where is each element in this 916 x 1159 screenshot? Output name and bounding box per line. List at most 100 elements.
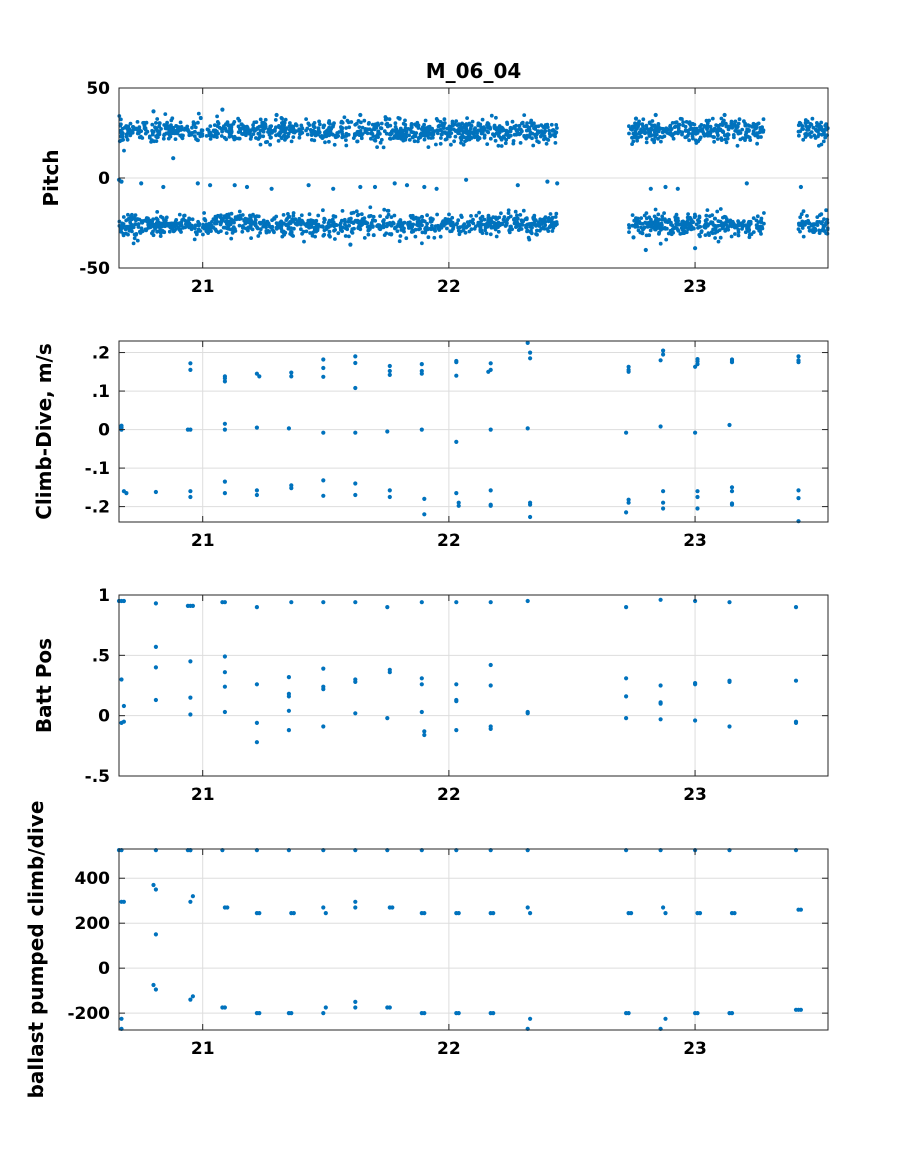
data-point xyxy=(675,186,680,191)
data-point xyxy=(229,130,234,135)
data-point xyxy=(434,186,439,191)
data-point xyxy=(420,214,424,219)
data-point xyxy=(392,213,397,218)
data-point xyxy=(793,605,799,610)
data-point xyxy=(393,125,398,129)
data-point xyxy=(274,112,279,118)
data-point xyxy=(479,128,483,133)
data-point xyxy=(384,122,389,127)
data-point xyxy=(694,131,698,136)
data-point xyxy=(404,236,409,241)
data-point xyxy=(648,186,653,191)
data-point xyxy=(742,219,746,224)
data-point xyxy=(416,139,420,144)
data-point xyxy=(747,232,752,237)
data-point xyxy=(410,213,415,218)
data-point xyxy=(153,932,158,937)
data-point xyxy=(447,212,451,217)
data-point xyxy=(366,122,371,126)
data-point xyxy=(653,112,658,118)
data-point xyxy=(309,223,314,228)
data-point xyxy=(349,120,354,124)
data-point xyxy=(647,233,652,238)
data-point xyxy=(316,128,321,133)
data-point xyxy=(715,229,720,234)
data-point xyxy=(733,129,738,133)
x-tick-label: 23 xyxy=(683,531,707,551)
data-point xyxy=(546,229,551,234)
data-point xyxy=(302,239,306,244)
data-point xyxy=(124,124,129,128)
data-point xyxy=(465,220,470,225)
y-tick-label: 0 xyxy=(98,959,110,979)
data-point xyxy=(258,128,263,133)
data-point xyxy=(151,882,156,888)
data-point xyxy=(358,222,363,227)
data-point xyxy=(162,230,167,234)
data-point xyxy=(747,128,751,132)
data-point xyxy=(139,181,144,186)
data-point xyxy=(282,221,287,226)
data-point xyxy=(653,227,658,232)
data-point xyxy=(173,224,177,229)
data-point xyxy=(324,129,328,134)
data-point xyxy=(747,228,751,232)
data-point xyxy=(168,126,173,131)
data-point xyxy=(251,123,256,127)
data-point xyxy=(298,132,302,137)
data-point xyxy=(333,237,337,241)
data-point xyxy=(697,214,702,219)
data-point xyxy=(517,123,522,128)
y-tick-label: -.5 xyxy=(85,767,110,787)
data-point xyxy=(141,121,146,125)
data-point xyxy=(438,234,443,239)
y-tick-label: .5 xyxy=(92,646,110,666)
data-point xyxy=(162,219,167,224)
data-point xyxy=(222,600,227,605)
data-point xyxy=(280,122,285,127)
data-point xyxy=(273,118,278,122)
data-point xyxy=(716,125,721,130)
data-point xyxy=(371,224,375,229)
data-point xyxy=(201,232,205,237)
data-point xyxy=(723,229,728,233)
data-point xyxy=(681,120,685,124)
data-point xyxy=(179,230,183,234)
data-point xyxy=(369,128,374,133)
data-point xyxy=(800,226,805,230)
data-point xyxy=(153,987,158,992)
data-point xyxy=(798,229,802,234)
data-point xyxy=(673,215,678,220)
data-point xyxy=(666,127,670,132)
data-point xyxy=(816,134,820,139)
data-point xyxy=(126,212,130,217)
data-point xyxy=(825,217,830,222)
data-point xyxy=(340,132,345,137)
data-point xyxy=(237,223,242,228)
data-point xyxy=(658,241,663,246)
data-point xyxy=(488,503,493,508)
data-point xyxy=(743,123,748,128)
data-point xyxy=(656,122,661,126)
data-point xyxy=(467,129,472,134)
data-point xyxy=(466,132,471,137)
data-point xyxy=(708,133,713,138)
data-point xyxy=(454,360,459,365)
data-point xyxy=(624,430,629,435)
data-point xyxy=(661,905,666,910)
data-point xyxy=(631,235,636,240)
data-point xyxy=(683,223,688,228)
data-point xyxy=(743,223,748,228)
data-point xyxy=(470,131,475,135)
data-point xyxy=(225,905,230,910)
data-point xyxy=(759,226,764,231)
data-point xyxy=(807,124,812,129)
data-point xyxy=(677,122,682,127)
data-point xyxy=(647,215,652,220)
data-point xyxy=(812,222,817,227)
data-point xyxy=(134,218,138,223)
data-point xyxy=(358,131,363,135)
data-point xyxy=(207,224,212,229)
data-point xyxy=(420,241,424,246)
data-point xyxy=(276,224,280,228)
